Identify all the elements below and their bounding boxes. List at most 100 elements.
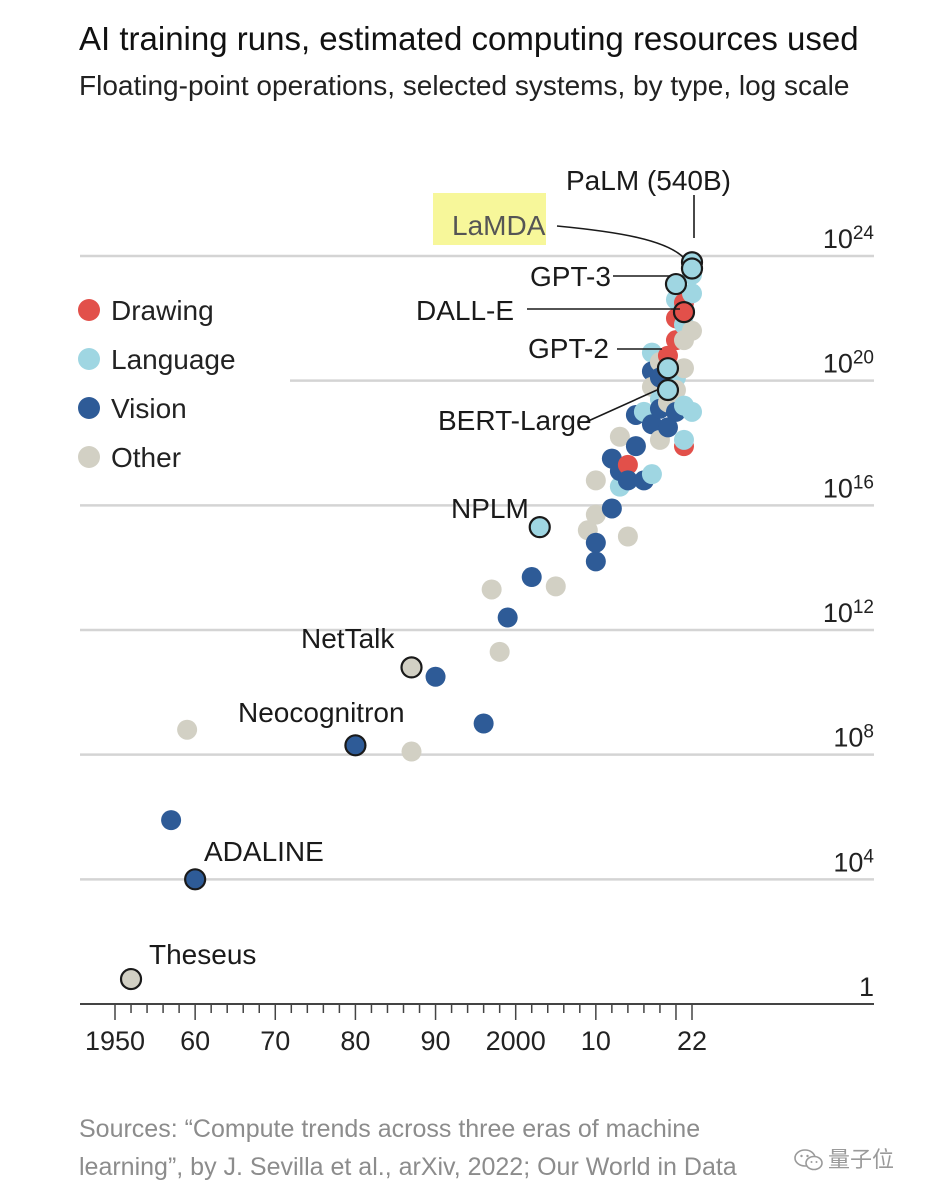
data-point-language	[682, 283, 702, 304]
y-tick-base: 10	[823, 598, 853, 628]
annotation-adaline: ADALINE	[204, 836, 324, 867]
data-point-language	[673, 429, 694, 450]
y-tick-label: 1024	[823, 223, 875, 254]
legend-label-drawing: Drawing	[111, 295, 214, 326]
data-points	[119, 251, 704, 991]
y-tick-exponent: 4	[863, 846, 874, 867]
y-tick-label: 1	[859, 972, 874, 1002]
x-tick-label-1950: 1950	[85, 1026, 145, 1056]
data-point-vision	[657, 417, 678, 438]
leader-line-lamda	[556, 225, 684, 258]
x-tick-label-2010: 10	[581, 1026, 611, 1056]
legend-marker-drawing	[78, 299, 100, 321]
data-point-other	[545, 576, 566, 597]
y-tick-label: 108	[833, 722, 874, 753]
annotation-theseus: Theseus	[149, 939, 256, 970]
chart-title: AI training runs, estimated computing re…	[79, 20, 859, 57]
point-bert-large	[656, 378, 680, 402]
y-tick-exponent: 12	[853, 597, 874, 618]
data-point-other	[489, 641, 510, 662]
annotation-lamda: LaMDA	[452, 210, 546, 241]
annotations: Theseus ADALINE Neocognitron NetTalk NPLM BER…	[149, 165, 731, 970]
legend-marker-other	[78, 446, 100, 468]
data-point-vision	[473, 713, 494, 734]
data-point-vision	[161, 810, 182, 831]
leader-line-bert-large	[585, 389, 658, 423]
data-point-vision	[625, 436, 646, 457]
x-axis: 1950 60 70 80 90 2000 10 22	[80, 1003, 874, 1056]
annotation-bert-large: BERT-Large	[438, 405, 592, 436]
y-tick-exponent: 20	[853, 348, 874, 369]
data-point-vision	[521, 567, 542, 588]
legend-label-vision: Vision	[111, 393, 187, 424]
data-point-vision	[617, 470, 638, 491]
data-point-other	[481, 579, 502, 600]
x-tick-label-2022: 22	[677, 1026, 707, 1056]
y-tick-base: 1	[859, 972, 874, 1002]
x-tick-label-1990: 90	[421, 1026, 451, 1056]
chart-subtitle: Floating-point operations, selected syst…	[79, 70, 850, 101]
annotation-nettalk: NetTalk	[301, 623, 395, 654]
highlight-lamda	[433, 193, 546, 245]
data-point-vision	[497, 607, 518, 628]
data-point-other	[682, 320, 702, 341]
point-theseus	[119, 967, 143, 991]
point-gpt-2	[656, 357, 680, 380]
y-tick-exponent: 8	[863, 722, 874, 743]
y-tick-base: 10	[823, 349, 853, 379]
data-point-other	[585, 504, 606, 525]
x-tick-label-1960: 60	[180, 1026, 210, 1056]
annotation-dall-e: DALL-E	[416, 295, 514, 326]
x-tick-label-1970: 70	[260, 1026, 290, 1056]
data-point-vision	[601, 498, 622, 519]
y-tick-exponent: 24	[853, 223, 875, 244]
legend-label-other: Other	[111, 442, 181, 473]
legend-label-language: Language	[111, 344, 236, 375]
source-note: Sources: “Compute trends across three er…	[79, 1115, 737, 1181]
point-nettalk	[400, 656, 423, 679]
y-tick-label: 1016	[823, 472, 874, 503]
data-point-other	[177, 719, 198, 740]
y-tick-label: 1020	[823, 348, 874, 379]
point-dall-e	[672, 301, 696, 324]
data-point-language	[682, 401, 702, 422]
y-tick-base: 10	[823, 473, 853, 503]
data-point-other	[401, 741, 422, 762]
watermark: 量子位	[794, 1142, 894, 1174]
x-tick-label-2000: 2000	[486, 1026, 546, 1056]
data-point-other	[673, 358, 694, 379]
annotation-gpt-2: GPT-2	[528, 333, 609, 364]
y-tick-base: 10	[833, 723, 863, 753]
point-adaline	[184, 868, 207, 891]
y-tick-label: 1012	[823, 597, 874, 628]
y-tick-base: 10	[833, 847, 863, 877]
point-neocognitron	[344, 734, 367, 757]
legend-marker-language	[78, 348, 100, 370]
point-gpt-3	[664, 272, 688, 296]
annotation-nplm: NPLM	[451, 493, 529, 524]
point-nplm	[528, 516, 551, 539]
annotation-gpt-3: GPT-3	[530, 261, 611, 292]
data-point-language	[641, 464, 662, 485]
watermark-label: 量子位	[828, 1147, 895, 1172]
legend-marker-vision	[78, 397, 100, 419]
point-lamda	[680, 257, 704, 280]
data-point-vision	[425, 666, 446, 687]
data-point-vision	[641, 414, 662, 435]
y-tick-label: 104	[833, 846, 874, 877]
legend: Drawing Language Vision Other	[78, 295, 236, 473]
data-point-other	[609, 426, 630, 447]
y-tick-base: 10	[823, 224, 853, 254]
y-tick-exponent: 16	[853, 472, 874, 493]
annotation-neocognitron: Neocognitron	[238, 697, 405, 728]
x-tick-label-1980: 80	[340, 1026, 370, 1056]
wechat-icon	[794, 1149, 823, 1171]
data-point-other	[617, 526, 638, 547]
data-point-vision	[585, 551, 606, 572]
data-point-drawing	[617, 454, 638, 475]
data-point-vision	[585, 532, 606, 553]
data-point-other	[585, 470, 606, 491]
annotation-palm-540b: PaLM (540B)	[566, 165, 731, 196]
